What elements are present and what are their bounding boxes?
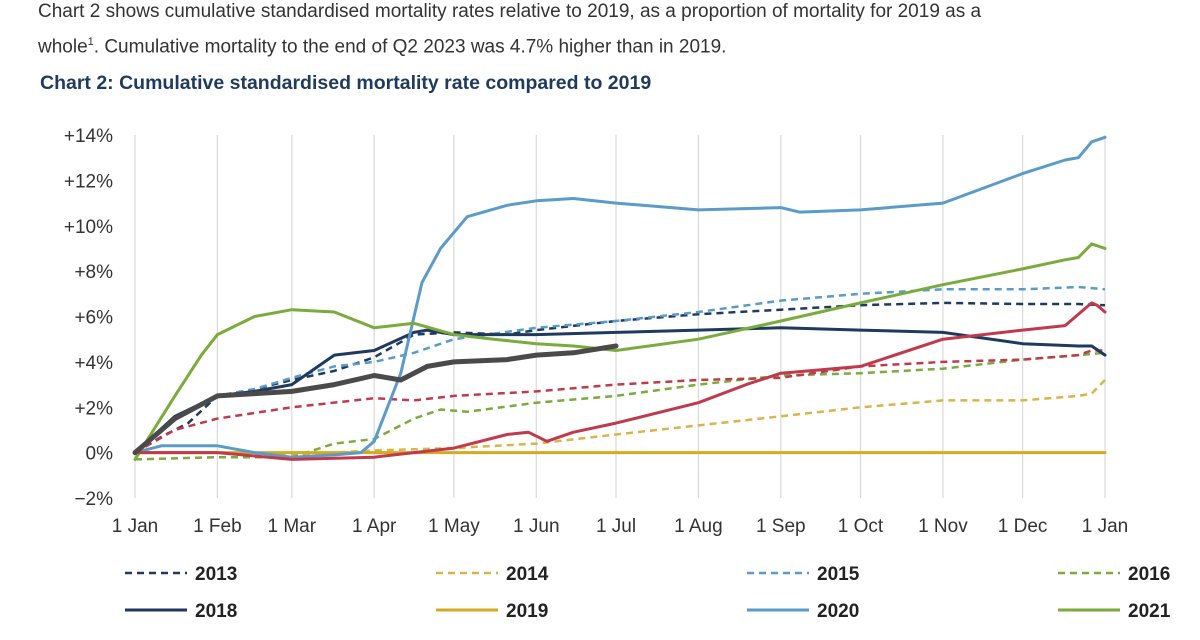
x-tick-label: 1 Nov	[918, 516, 968, 537]
x-tick-label: 1 Feb	[193, 516, 242, 537]
chart-title: Chart 2: Cumulative standardised mortali…	[40, 72, 652, 94]
y-tick-label: −2%	[74, 489, 113, 510]
y-tick-label: +12%	[64, 171, 113, 192]
x-axis-ticks: 1 Jan 1 Feb 1 Mar 1 Apr 1 May 1 Jun 1 Jul 1 Aug…	[112, 516, 1128, 537]
y-tick-label: +4%	[74, 353, 113, 374]
gridlines	[134, 135, 1106, 498]
x-tick-label: 1 Jan	[1082, 516, 1128, 537]
y-tick-label: +10%	[64, 217, 113, 238]
series-lines	[132, 135, 1107, 461]
intro-text: Chart 2 shows cumulative standardised mo…	[38, 0, 1188, 62]
legend-label-2018: 2018	[195, 601, 237, 622]
series-line-2017	[134, 349, 1105, 454]
x-tick-label: 1 Jul	[596, 516, 636, 537]
series-line-2016	[134, 351, 1106, 461]
x-tick-label: 1 Jun	[513, 516, 559, 537]
y-tick-label: +6%	[74, 308, 113, 329]
legend-label-2020: 2020	[817, 601, 859, 622]
x-tick-label: 1 Apr	[352, 516, 397, 537]
legend-label-2014: 2014	[506, 564, 549, 585]
y-axis-ticks: −2% 0% +2% +4% +6% +8% +10% +12% +14%	[64, 126, 113, 510]
x-tick-label: 1 Sep	[756, 516, 806, 537]
legend-label-2013: 2013	[195, 564, 237, 585]
x-tick-label: 1 Aug	[674, 516, 723, 537]
footnote-marker[interactable]: 1	[87, 36, 94, 48]
x-tick-label: 1 Dec	[998, 516, 1048, 537]
y-tick-label: 0%	[86, 444, 114, 465]
intro-line-2b: . Cumulative mortality to the end of Q2 …	[93, 36, 727, 58]
legend-label-2016: 2016	[1128, 564, 1170, 585]
series-line-2023	[132, 343, 619, 456]
legend-label-2021: 2021	[1128, 601, 1171, 622]
series-line-2020	[133, 135, 1107, 459]
x-tick-label: 1 May	[428, 516, 480, 537]
x-tick-label: 1 Mar	[268, 516, 317, 537]
intro-line-2a: whole	[38, 36, 88, 58]
series-line-2013	[134, 301, 1106, 454]
y-tick-label: +2%	[74, 398, 113, 419]
x-tick-label: 1 Oct	[838, 516, 884, 537]
intro-line-1: Chart 2 shows cumulative standardised mo…	[38, 1, 982, 22]
legend: 2013201420152016201720182019202020212022…	[125, 564, 1171, 622]
legend-label-2019: 2019	[506, 601, 548, 622]
x-tick-label: 1 Jan	[112, 516, 158, 537]
legend-label-2015: 2015	[817, 564, 860, 585]
y-tick-label: +8%	[74, 262, 113, 283]
y-tick-label: +14%	[64, 126, 113, 147]
series-line-2021	[133, 242, 1107, 461]
series-line-2018	[133, 326, 1107, 455]
series-line-2022	[133, 301, 1107, 461]
